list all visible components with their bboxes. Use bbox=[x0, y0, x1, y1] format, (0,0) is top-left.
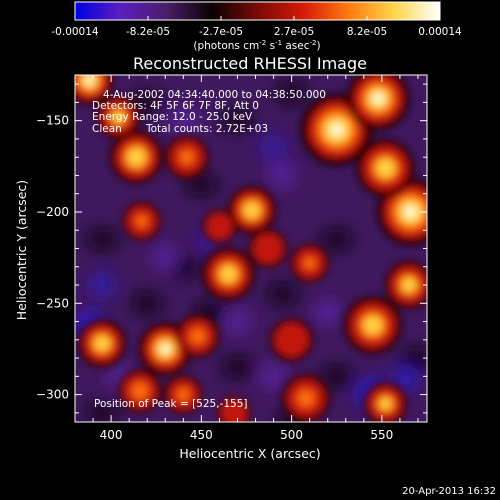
colorbar: -0.00014 -8.2e-05 -2.7e-05 2.7e-05 8.2e-05 0.… bbox=[51, 1, 462, 52]
heatmap-bright-region bbox=[122, 201, 162, 241]
heatmap-bright-region bbox=[201, 247, 256, 301]
heatmap-bright-region bbox=[269, 317, 314, 362]
colorbar-tick-labels: -0.00014 -8.2e-05 -2.7e-05 2.7e-05 8.2e-05 0.… bbox=[51, 26, 462, 38]
heatmap-negative-region bbox=[89, 272, 115, 298]
x-tick-label: 500 bbox=[280, 428, 303, 442]
colorbar-ticks bbox=[74, 16, 441, 20]
heatmap-bright-region bbox=[346, 75, 410, 131]
heatmap-dark-region bbox=[185, 173, 218, 196]
heatmap-bright-region bbox=[356, 138, 415, 198]
heatmap-bright-region bbox=[248, 229, 288, 268]
x-axis-ticks: 400 450 500 550 bbox=[74, 75, 419, 442]
time-range: 4-Aug-2002 04:34:40.000 to 04:38:50.000 bbox=[103, 89, 326, 101]
heatmap-image bbox=[75, 75, 427, 422]
y-tick-label: −200 bbox=[36, 205, 69, 219]
heatmap-dark-region bbox=[86, 401, 119, 422]
heatmap-negative-region bbox=[392, 367, 418, 393]
heatmap-bright-region bbox=[175, 314, 220, 359]
heatmap-purple-region bbox=[259, 364, 288, 389]
colorbar-tick-label: 0.00014 bbox=[418, 26, 462, 38]
x-tick-label: 450 bbox=[190, 428, 213, 442]
heatmap-dark-region bbox=[320, 228, 353, 251]
heatmap-bright-region bbox=[216, 395, 251, 422]
heatmap-dark-region bbox=[131, 91, 164, 114]
heatmap-bright-region bbox=[227, 185, 277, 235]
heatmap-purple-region bbox=[223, 309, 252, 334]
heatmap-purple-region bbox=[268, 163, 297, 188]
heatmap-dark-region bbox=[401, 347, 427, 370]
x-tick-label: 550 bbox=[370, 428, 393, 442]
heatmap-bright-region bbox=[77, 319, 127, 368]
heatmap-dark-region bbox=[275, 82, 308, 105]
heatmap-bright-region bbox=[202, 209, 237, 244]
info-annotations: 4-Aug-2002 04:34:40.000 to 04:38:50.000 … bbox=[92, 89, 326, 410]
colorbar-tick-label: -0.00014 bbox=[51, 26, 99, 38]
heatmap-dark-region bbox=[221, 356, 254, 379]
chart-title: Reconstructed RHESSI Image bbox=[133, 54, 367, 73]
heatmap-bright-region bbox=[118, 369, 162, 413]
heatmap-purple-region bbox=[169, 108, 198, 133]
heatmap-dark-region bbox=[86, 228, 119, 251]
heatmap-bright-region bbox=[281, 373, 331, 422]
heatmap-bright-region bbox=[384, 260, 427, 310]
heatmap-bright-region bbox=[163, 375, 203, 415]
heatmap-negative-region bbox=[259, 133, 289, 163]
heatmap-dark-region bbox=[221, 109, 254, 132]
y-axis-label: Heliocentric Y (arcsec) bbox=[14, 180, 29, 320]
y-tick-label: −250 bbox=[36, 296, 69, 310]
colorbar-tick-label: -2.7e-05 bbox=[199, 26, 243, 38]
heatmap-bright-region bbox=[75, 75, 114, 105]
peak-position: Position of Peak = [525,-155] bbox=[94, 398, 248, 410]
colorbar-unit-label: (photons cm-2 s-1 asec-2) bbox=[193, 39, 320, 52]
colorbar-gradient bbox=[74, 1, 441, 21]
y-tick-label: −150 bbox=[36, 114, 69, 128]
x-axis-label: Heliocentric X (arcsec) bbox=[179, 446, 320, 461]
total-counts: Total counts: 2.72E+03 bbox=[145, 123, 268, 135]
y-tick-label: −300 bbox=[36, 388, 69, 402]
heatmap-bright-region bbox=[343, 295, 403, 355]
heatmap-bright-region bbox=[363, 381, 408, 422]
energy-range: Energy Range: 12.0 - 25.0 keV bbox=[92, 111, 253, 123]
heatmap-dark-region bbox=[320, 365, 353, 388]
heatmap-bright-region bbox=[96, 95, 141, 139]
heatmap-bright-region bbox=[164, 135, 209, 180]
detectors: Detectors: 4F 5F 6F 7F 8F, Att 0 bbox=[92, 100, 259, 112]
heatmap-bright-region bbox=[109, 130, 164, 184]
x-tick-label: 400 bbox=[100, 428, 123, 442]
y-axis-ticks: −150 −200 −250 −300 bbox=[36, 83, 427, 414]
heatmap-purple-region bbox=[313, 300, 342, 325]
colorbar-tick-label: 8.2e-05 bbox=[347, 26, 387, 38]
heatmap-dark-region bbox=[266, 283, 299, 306]
heatmap-bright-region bbox=[290, 243, 330, 283]
heatmap-purple-region bbox=[151, 245, 180, 270]
colorbar-tick-label: 2.7e-05 bbox=[274, 26, 314, 38]
footer-timestamp: 20-Apr-2013 16:32 bbox=[402, 486, 496, 497]
heatmap-dark-region bbox=[131, 292, 164, 315]
colorbar-tick-label: -8.2e-05 bbox=[126, 26, 170, 38]
clean-label: Clean bbox=[92, 123, 122, 135]
